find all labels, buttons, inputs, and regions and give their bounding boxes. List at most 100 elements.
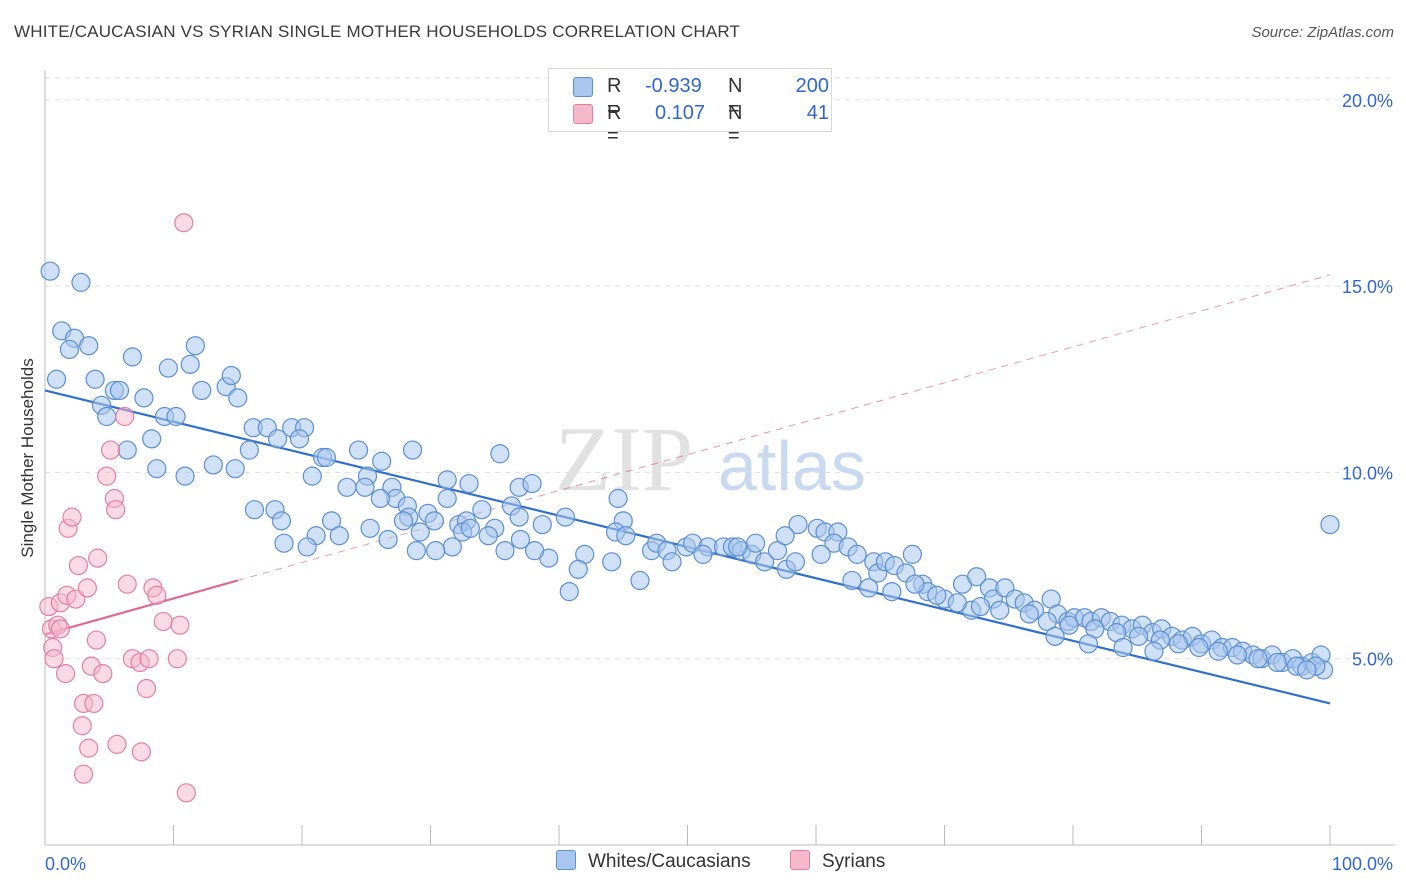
r-label: R =	[607, 102, 622, 147]
white-caucasian-point	[882, 582, 902, 602]
syrian-point	[117, 574, 137, 594]
x-tick-label: 0.0%	[45, 854, 86, 874]
white-caucasian-point	[1297, 660, 1317, 680]
white-caucasian-point	[460, 518, 480, 538]
white-caucasian-point	[71, 272, 91, 292]
white-caucasian-point	[348, 440, 369, 460]
data-points	[39, 213, 1340, 803]
white-caucasian-point	[402, 440, 423, 460]
legend-label: Whites/Caucasians	[588, 851, 751, 872]
white-caucasian-point	[185, 336, 205, 356]
white-caucasian-point	[289, 429, 310, 449]
white-caucasian-point	[355, 477, 375, 497]
white-caucasian-point	[337, 477, 357, 497]
white-caucasian-point	[608, 488, 628, 509]
white-caucasian-point	[990, 600, 1010, 620]
r-value: 0.107	[655, 102, 706, 124]
whites-legend-swatch	[556, 850, 576, 870]
white-caucasian-point	[1019, 604, 1039, 624]
white-caucasian-point	[147, 459, 167, 479]
white-caucasian-point	[410, 522, 430, 542]
syrian-point	[73, 764, 94, 784]
white-caucasian-point	[316, 447, 337, 468]
syrian-point	[86, 630, 107, 650]
x-tick-label: 100.0%	[1332, 854, 1393, 874]
white-caucasian-point	[1059, 615, 1079, 635]
white-caucasian-point	[442, 537, 462, 557]
axes	[44, 70, 1395, 846]
white-caucasian-point	[378, 529, 398, 550]
syrian-point	[93, 664, 113, 684]
white-caucasian-point	[490, 444, 510, 464]
syrian-point	[153, 611, 173, 632]
syrian-point	[170, 615, 190, 635]
white-caucasian-point	[767, 541, 788, 561]
white-caucasian-point	[370, 488, 390, 509]
stats-legend: R = -0.939 N = 200 R = 0.107 N = 41	[548, 68, 832, 147]
white-caucasian-point	[166, 406, 186, 427]
white-caucasian-point	[568, 559, 588, 579]
white-caucasian-point	[267, 429, 288, 449]
syrian-point	[55, 664, 76, 684]
white-caucasian-point	[180, 354, 200, 374]
n-label: N =	[728, 102, 743, 147]
white-caucasian-point	[1189, 637, 1209, 658]
y-tick-label: 15.0%	[1342, 277, 1393, 297]
white-caucasian-point	[79, 336, 99, 356]
white-caucasian-point	[967, 567, 987, 587]
syrian-point	[131, 742, 151, 762]
white-caucasian-point	[693, 544, 713, 564]
white-caucasian-point	[1045, 626, 1065, 646]
white-caucasian-point	[1113, 637, 1133, 658]
syrians-legend-swatch	[790, 850, 810, 870]
white-caucasian-point	[302, 466, 322, 486]
white-caucasian-point	[40, 261, 60, 281]
white-caucasian-point	[97, 406, 117, 427]
white-caucasian-point	[947, 593, 967, 613]
white-caucasian-point	[532, 514, 552, 535]
r-value: -0.939	[645, 75, 702, 97]
white-caucasian-point	[109, 380, 130, 401]
syrian-point	[79, 738, 99, 758]
white-caucasian-point	[602, 552, 622, 572]
white-caucasian-point	[1037, 611, 1057, 632]
white-caucasian-point	[509, 507, 529, 527]
white-caucasian-point	[244, 500, 265, 520]
white-caucasian-point	[1168, 634, 1188, 654]
watermark-atlas: atlas	[718, 427, 866, 505]
legend-item-syrians[interactable]: Syrians	[790, 850, 885, 873]
white-caucasian-point	[239, 440, 259, 460]
syrian-point	[84, 693, 104, 714]
syrian-point	[167, 649, 187, 669]
syrian-point	[100, 440, 121, 460]
white-caucasian-point	[46, 369, 67, 389]
y-tick-label: 20.0%	[1342, 91, 1393, 111]
white-caucasian-point	[970, 596, 991, 617]
white-caucasian-point	[478, 526, 498, 546]
syrian-point	[50, 619, 71, 639]
white-caucasian-point	[59, 339, 80, 360]
white-caucasian-point	[1248, 649, 1268, 669]
white-caucasian-point	[228, 388, 248, 408]
white-caucasian-point	[372, 451, 392, 471]
watermark: ZIP atlas	[555, 408, 866, 510]
chart-title: WHITE/CAUCASIAN VS SYRIAN SINGLE MOTHER …	[14, 22, 741, 41]
n-value: 200	[795, 75, 829, 97]
white-caucasian-point	[225, 459, 245, 479]
white-caucasian-point	[559, 582, 579, 602]
white-caucasian-point	[1320, 514, 1340, 535]
whites-swatch	[573, 77, 593, 97]
white-caucasian-point	[1208, 641, 1228, 661]
white-caucasian-point	[616, 526, 636, 546]
y-tick-label: 10.0%	[1342, 463, 1393, 483]
legend-item-whites[interactable]: Whites/Caucasians	[556, 850, 751, 873]
white-caucasian-point	[662, 552, 682, 572]
white-caucasian-point	[426, 541, 446, 561]
r-label: R =	[607, 75, 622, 120]
white-caucasian-point	[271, 511, 292, 531]
white-caucasian-point	[192, 380, 212, 401]
white-caucasian-point	[1144, 641, 1164, 661]
white-caucasian-point	[437, 488, 457, 509]
white-caucasian-point	[437, 470, 457, 490]
